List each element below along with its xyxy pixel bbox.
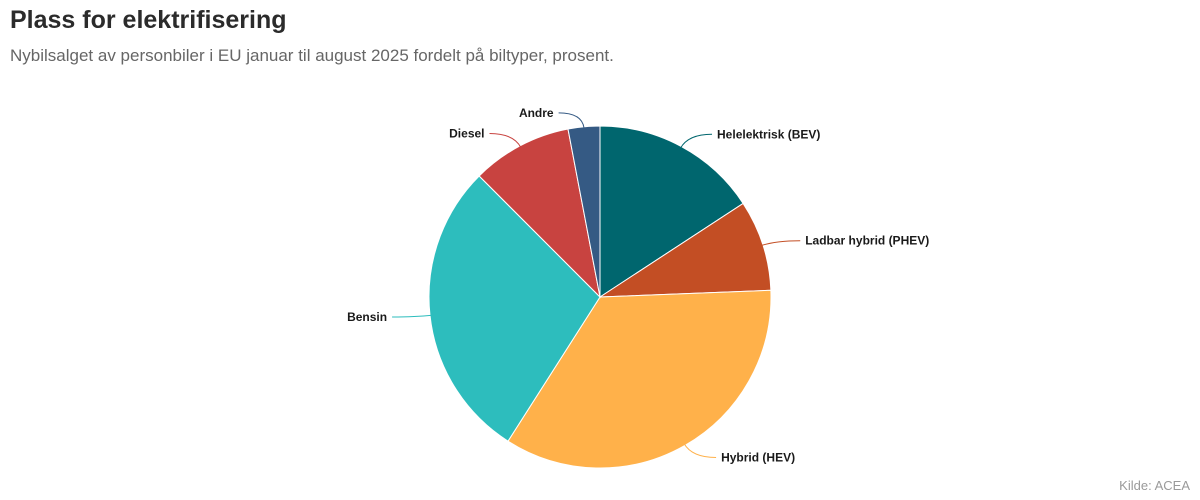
leader-line-ladbar-hybrid-phev	[760, 240, 801, 247]
chart-subtitle: Nybilsalget av personbiler i EU januar t…	[10, 46, 614, 65]
pie-leader-lines	[392, 112, 801, 458]
leader-line-helelektrisk-bev	[679, 133, 713, 149]
slice-label-ladbar-hybrid-phev: Ladbar hybrid (PHEV)	[805, 234, 929, 248]
pie-labels: Helelektrisk (BEV) Ladbar hybrid (PHEV) Hy…	[347, 106, 929, 465]
slice-label-hybrid-hev: Hybrid (HEV)	[721, 450, 795, 464]
slice-label-diesel: Diesel	[449, 126, 484, 140]
leader-line-andre	[558, 112, 585, 129]
pie-slices	[428, 125, 772, 469]
leader-line-bensin	[392, 314, 433, 318]
leader-line-hybrid-hev	[683, 443, 717, 458]
chart-title: Plass for elektrifisering	[10, 6, 287, 34]
slice-label-andre: Andre	[519, 106, 554, 120]
slice-label-bensin: Bensin	[347, 310, 387, 324]
leader-line-diesel	[489, 132, 522, 148]
source-note: Kilde: ACEA	[1119, 478, 1190, 493]
slice-label-helelektrisk-bev: Helelektrisk (BEV)	[717, 127, 820, 141]
